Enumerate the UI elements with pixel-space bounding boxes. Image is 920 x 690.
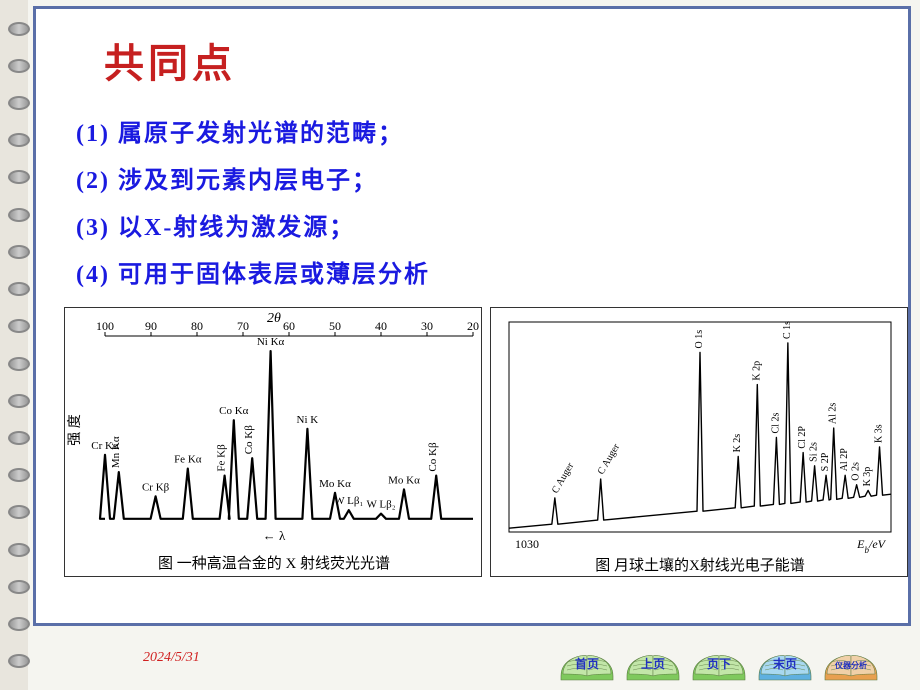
svg-text:仪器分析: 仪器分析 xyxy=(834,660,867,670)
svg-text:Al 2P: Al 2P xyxy=(839,448,850,472)
nav-prev-page[interactable]: 上页 xyxy=(623,642,683,682)
spiral-binding xyxy=(0,0,28,690)
spiral-ring xyxy=(8,654,30,668)
svg-text:Si 2s: Si 2s xyxy=(809,442,820,462)
svg-text:40: 40 xyxy=(375,319,387,333)
slide-frame: 共同点 (1) 属原子发射光谱的范畴； (2) 涉及到元素内层电子； (3) 以… xyxy=(33,6,911,626)
svg-text:K 2s: K 2s xyxy=(732,434,743,453)
svg-text:Co Kβ: Co Kβ xyxy=(243,425,255,455)
spiral-ring xyxy=(8,319,30,333)
nav-first-page[interactable]: 首页 xyxy=(557,642,617,682)
svg-text:Mo Kα: Mo Kα xyxy=(319,478,351,490)
bullet-2: (2) 涉及到元素内层电子； xyxy=(76,160,880,195)
book-icon: 首页 xyxy=(557,642,617,682)
nav-last-page[interactable]: 末页 xyxy=(755,642,815,682)
svg-text:图 一种高温合金的 X 射线荧光光谱: 图 一种高温合金的 X 射线荧光光谱 xyxy=(158,555,390,572)
spiral-ring xyxy=(8,468,30,482)
spiral-ring xyxy=(8,617,30,631)
figure-xps-spectrum: C Auger C Auger O 1s K 2s K 2p Cl 2s C 1s Cl 2P… xyxy=(490,307,908,577)
figure-xrf-spectrum: 2θ1009080706050403020强 度Cr KαMn KαCr KβF… xyxy=(64,307,482,577)
svg-text:Cr Kβ: Cr Kβ xyxy=(142,481,170,493)
svg-text:图 月球土壤的X射线光电子能谱: 图 月球土壤的X射线光电子能谱 xyxy=(595,556,805,574)
svg-text:1030: 1030 xyxy=(515,537,539,551)
svg-text:K 3s: K 3s xyxy=(874,424,885,443)
nav-analysis[interactable]: 仪器分析 xyxy=(821,642,881,682)
book-icon: 仪器分析 xyxy=(821,642,881,682)
spiral-ring xyxy=(8,170,30,184)
xrf-spectrum-svg: 2θ1009080706050403020强 度Cr KαMn KαCr KβF… xyxy=(65,308,483,578)
svg-text:Mn Kα: Mn Kα xyxy=(110,436,122,468)
svg-text:← λ: ← λ xyxy=(263,528,286,543)
svg-text:100: 100 xyxy=(96,319,114,333)
spiral-ring xyxy=(8,505,30,519)
xps-spectrum-svg: C Auger C Auger O 1s K 2s K 2p Cl 2s C 1s Cl 2P… xyxy=(491,308,909,578)
svg-text:S 2P: S 2P xyxy=(820,452,831,471)
svg-text:首页: 首页 xyxy=(575,656,599,671)
svg-text:Fe Kα: Fe Kα xyxy=(174,454,202,466)
svg-text:末页: 末页 xyxy=(773,656,797,671)
svg-text:70: 70 xyxy=(237,319,249,333)
book-icon: 页下 xyxy=(689,642,749,682)
svg-text:Ni K: Ni K xyxy=(297,414,319,426)
svg-text:W Lβ₂: W Lβ₂ xyxy=(366,499,395,511)
svg-text:Cl 2s: Cl 2s xyxy=(770,413,781,434)
bullet-1: (1) 属原子发射光谱的范畴； xyxy=(76,113,880,148)
svg-text:60: 60 xyxy=(283,319,295,333)
book-icon: 上页 xyxy=(623,642,683,682)
svg-text:Fe Kβ: Fe Kβ xyxy=(216,444,228,472)
footer-date: 2024/5/31 xyxy=(143,650,200,666)
svg-text:20: 20 xyxy=(467,319,479,333)
svg-text:Ni Kα: Ni Kα xyxy=(257,336,285,348)
svg-text:30: 30 xyxy=(421,319,433,333)
svg-text:2θ: 2θ xyxy=(267,311,281,326)
footer-bar: 2024/5/31 首页 上页 页下 末页 仪器分析 xyxy=(33,634,911,682)
spiral-ring xyxy=(8,394,30,408)
spiral-ring xyxy=(8,245,30,259)
svg-text:O 1s: O 1s xyxy=(694,330,705,349)
svg-text:页下: 页下 xyxy=(707,657,731,671)
svg-text:80: 80 xyxy=(191,319,203,333)
svg-text:C Auger: C Auger xyxy=(550,460,577,495)
svg-text:O 2s: O 2s xyxy=(851,462,862,481)
spiral-ring xyxy=(8,133,30,147)
svg-text:C 1s: C 1s xyxy=(782,321,793,339)
spiral-ring xyxy=(8,282,30,296)
svg-text:上页: 上页 xyxy=(641,656,665,671)
svg-text:C Auger: C Auger xyxy=(596,441,623,476)
svg-text:Co Kα: Co Kα xyxy=(219,405,249,417)
spiral-ring xyxy=(8,543,30,557)
nav-buttons: 首页 上页 页下 末页 仪器分析 xyxy=(557,642,881,682)
spiral-ring xyxy=(8,96,30,110)
svg-text:Al 2s: Al 2s xyxy=(828,403,839,425)
svg-text:Eb/eV: Eb/eV xyxy=(856,537,887,555)
bullet-3: (3) 以X-射线为激发源； xyxy=(76,207,880,242)
nav-next-page[interactable]: 页下 xyxy=(689,642,749,682)
svg-text:Co Kβ: Co Kβ xyxy=(427,442,439,472)
spiral-ring xyxy=(8,208,30,222)
svg-text:K 2p: K 2p xyxy=(751,361,762,381)
spiral-ring xyxy=(8,59,30,73)
svg-text:50: 50 xyxy=(329,319,341,333)
spiral-ring xyxy=(8,580,30,594)
spiral-ring xyxy=(8,22,30,36)
figures-row: 2θ1009080706050403020强 度Cr KαMn KαCr KβF… xyxy=(64,307,880,577)
svg-text:90: 90 xyxy=(145,319,157,333)
slide-content: 共同点 (1) 属原子发射光谱的范畴； (2) 涉及到元素内层电子； (3) 以… xyxy=(36,9,908,587)
svg-text:Cl 2P: Cl 2P xyxy=(797,426,808,449)
svg-text:W Lβ₁: W Lβ₁ xyxy=(334,495,363,507)
svg-text:Mo Kα: Mo Kα xyxy=(388,474,420,486)
bullet-4: (4) 可用于固体表层或薄层分析 xyxy=(76,254,880,289)
svg-text:强 度: 强 度 xyxy=(67,414,83,446)
svg-text:K 3p: K 3p xyxy=(862,467,873,487)
spiral-ring xyxy=(8,431,30,445)
slide-title: 共同点 xyxy=(104,31,880,89)
spiral-ring xyxy=(8,357,30,371)
book-icon: 末页 xyxy=(755,642,815,682)
